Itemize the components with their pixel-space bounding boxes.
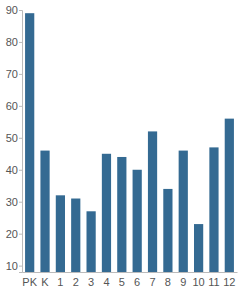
bar	[179, 151, 188, 272]
y-tick-label: 30	[6, 196, 18, 208]
bar	[194, 224, 203, 272]
x-tick-label: 8	[165, 276, 171, 288]
x-tick-label: 7	[149, 276, 155, 288]
y-tick-mark	[19, 234, 22, 235]
x-tick: 4	[103, 272, 109, 288]
x-tick: PK	[22, 272, 37, 288]
y-tick-label: 20	[6, 228, 18, 240]
y-axis: 10 20 30 40 50 60 70 80 90	[6, 4, 23, 272]
y-tick: 30	[6, 196, 22, 208]
x-tick-label: 5	[119, 276, 125, 288]
y-tick-label: 70	[6, 68, 18, 80]
x-tick-label: 3	[88, 276, 94, 288]
bars	[25, 13, 234, 272]
y-tick-mark	[19, 202, 22, 203]
y-tick-mark	[19, 266, 22, 267]
x-tick: K	[41, 272, 49, 288]
y-tick: 10	[6, 260, 22, 272]
bar	[71, 199, 80, 272]
y-tick-label: 60	[6, 100, 18, 112]
x-tick: 11	[208, 272, 219, 288]
x-tick-label: 2	[73, 276, 79, 288]
x-axis: PKK123456789101112	[22, 272, 237, 288]
y-tick-mark	[19, 74, 22, 75]
x-tick-label: 11	[208, 276, 219, 288]
x-tick: 9	[180, 272, 186, 288]
x-tick: 8	[165, 272, 171, 288]
y-tick-mark	[19, 138, 22, 139]
y-tick: 20	[6, 228, 22, 240]
x-axis-line	[23, 272, 238, 273]
y-tick-mark	[19, 10, 22, 11]
x-tick: 3	[88, 272, 94, 288]
y-tick: 50	[6, 132, 22, 144]
y-tick: 60	[6, 100, 22, 112]
y-tick-label: 10	[6, 260, 18, 272]
y-tick-label: 90	[6, 4, 18, 16]
x-tick: 10	[192, 272, 204, 288]
y-axis-line	[19, 11, 23, 273]
y-tick: 90	[6, 4, 22, 16]
x-tick: 1	[57, 272, 63, 288]
x-tick-label: PK	[22, 276, 37, 288]
x-tick-label: 4	[103, 276, 109, 288]
bar	[56, 195, 65, 272]
bar	[225, 119, 234, 272]
bar	[209, 147, 218, 272]
x-tick-label: 12	[223, 276, 235, 288]
x-tick-label: 6	[134, 276, 140, 288]
y-tick-mark	[19, 106, 22, 107]
bar	[133, 170, 142, 272]
bar	[148, 131, 157, 272]
bar	[102, 154, 111, 272]
y-tick: 80	[6, 36, 22, 48]
bar	[163, 189, 172, 272]
x-tick-label: 9	[180, 276, 186, 288]
y-tick: 40	[6, 164, 22, 176]
x-tick-label: 10	[192, 276, 204, 288]
chart: 102030405060708090PKK123456789101112	[0, 0, 240, 296]
bar	[40, 151, 49, 272]
x-tick: 12	[223, 272, 235, 288]
y-tick-label: 50	[6, 132, 18, 144]
y-tick-mark	[19, 170, 22, 171]
x-tick: 2	[73, 272, 79, 288]
y-tick-label: 80	[6, 36, 18, 48]
y-tick-label: 40	[6, 164, 18, 176]
x-tick-label: K	[41, 276, 49, 288]
bar	[25, 13, 34, 272]
x-tick: 6	[134, 272, 140, 288]
y-tick-mark	[19, 42, 22, 43]
plot: 102030405060708090PKK123456789101112	[6, 4, 238, 288]
bar	[87, 211, 96, 272]
x-tick-label: 1	[57, 276, 63, 288]
bar	[117, 157, 126, 272]
x-tick: 7	[149, 272, 155, 288]
y-tick: 70	[6, 68, 22, 80]
x-tick: 5	[119, 272, 125, 288]
